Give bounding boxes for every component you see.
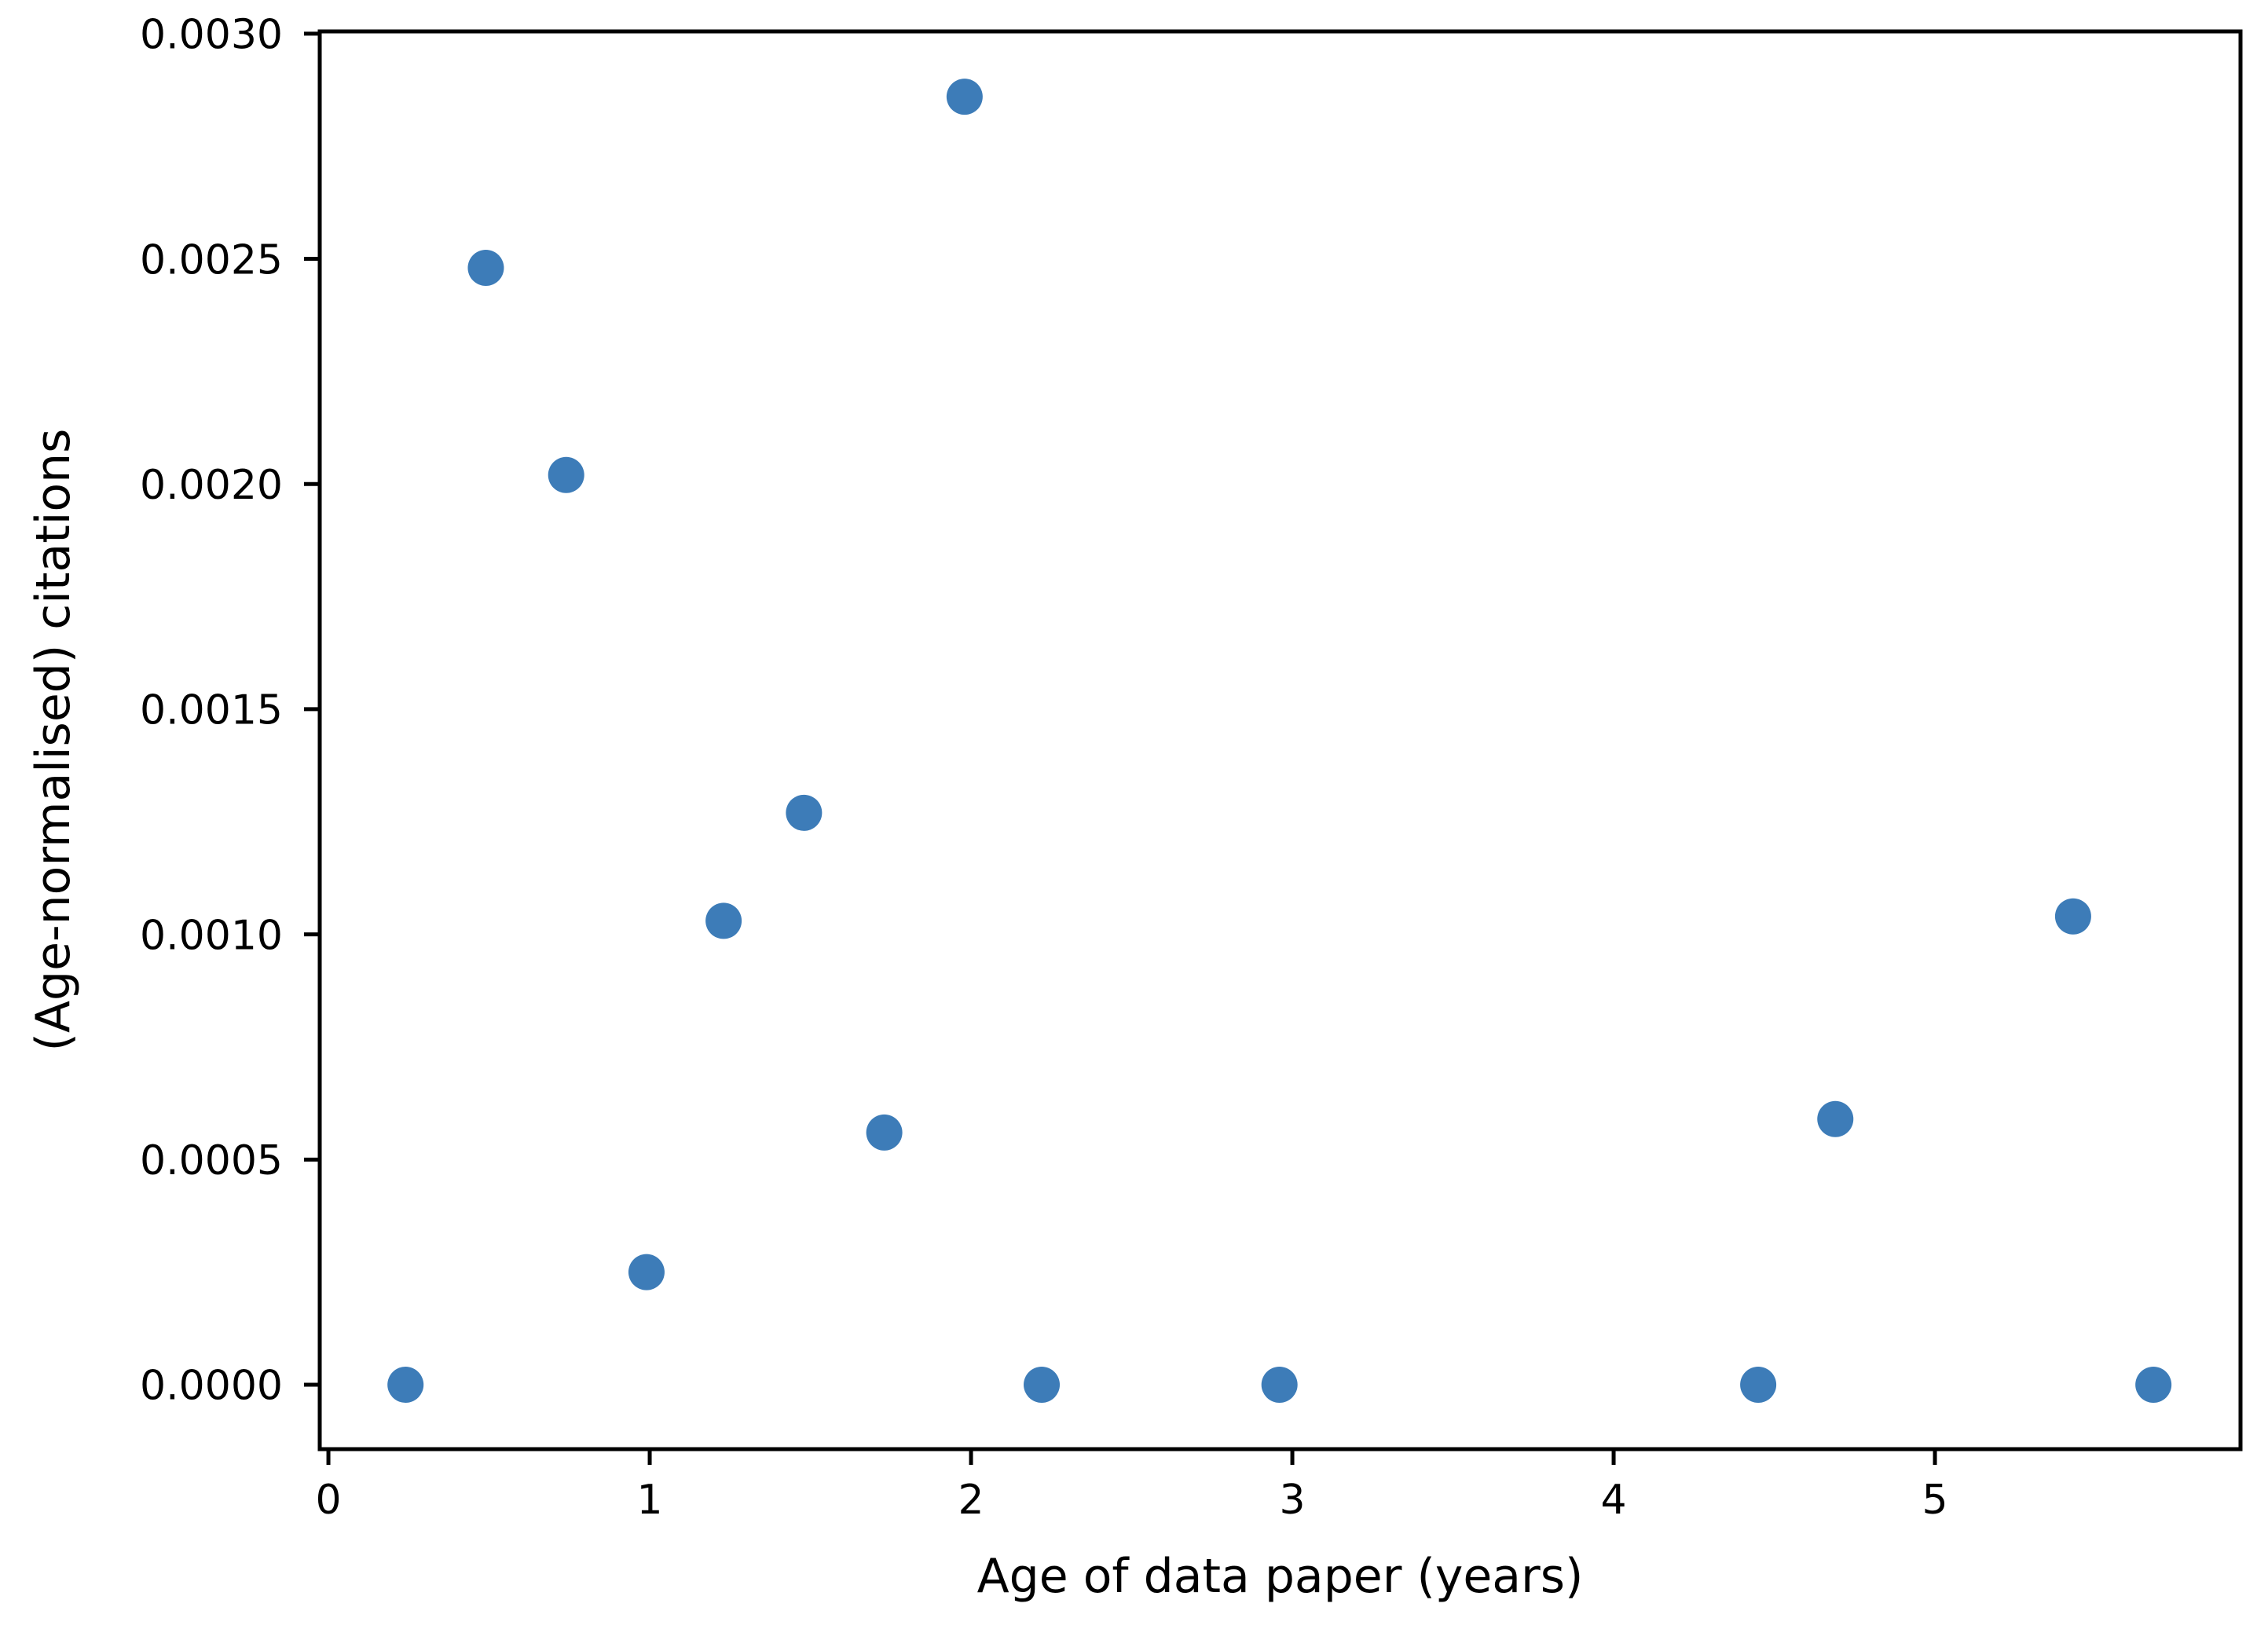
- y-tick-label: 0.0010: [140, 912, 283, 959]
- scatter-point: [1024, 1367, 1061, 1404]
- scatter-point: [1817, 1100, 1854, 1137]
- scatter-point: [1261, 1367, 1298, 1404]
- x-tick-label: 3: [1279, 1477, 1305, 1524]
- y-tick-label: 0.0000: [140, 1363, 283, 1410]
- scatter-point: [705, 902, 742, 939]
- y-axis-label: (Age-normalised) citations: [26, 428, 81, 1052]
- scatter-point: [946, 79, 983, 115]
- scatter-point: [2054, 898, 2091, 935]
- y-tick-label: 0.0015: [140, 687, 283, 734]
- x-tick-label: 5: [1922, 1477, 1947, 1524]
- y-tick-label: 0.0020: [140, 462, 283, 509]
- x-tick-label: 0: [315, 1477, 341, 1524]
- y-tick-label: 0.0005: [140, 1137, 283, 1184]
- scatter-point: [866, 1114, 903, 1151]
- scatter-point: [2135, 1367, 2172, 1404]
- x-tick-label: 4: [1600, 1477, 1626, 1524]
- y-tick-label: 0.0030: [140, 12, 283, 59]
- scatter-point: [387, 1367, 424, 1404]
- scatter-point: [467, 250, 504, 287]
- y-tick-label: 0.0025: [140, 236, 283, 284]
- plot-border: [317, 29, 2243, 1451]
- scatter-point: [628, 1254, 665, 1290]
- x-tick-label: 1: [636, 1477, 662, 1524]
- scatter-point: [548, 456, 584, 493]
- x-tick-label: 2: [958, 1477, 984, 1524]
- x-axis-label: Age of data paper (years): [976, 1549, 1584, 1604]
- scatter-point: [786, 794, 823, 831]
- scatter-point: [1740, 1367, 1777, 1404]
